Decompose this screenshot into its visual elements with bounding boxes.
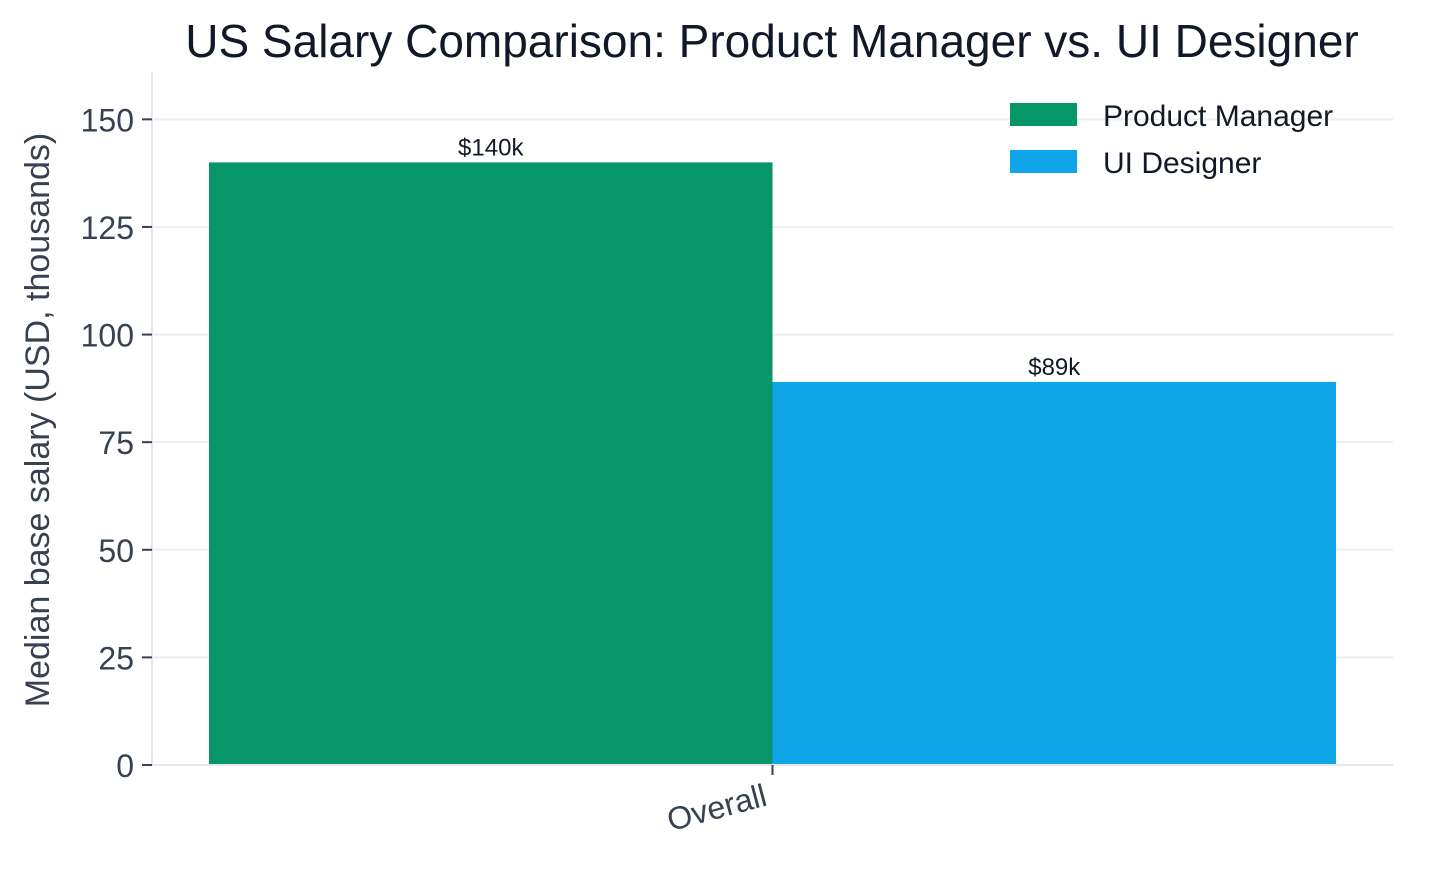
data-label-product-manager: $140k xyxy=(458,134,524,161)
y-axis-ticks: 0 25 50 75 100 125 150 xyxy=(81,102,152,784)
x-axis-ticks: Overall xyxy=(663,765,774,838)
x-tick-label: Overall xyxy=(663,777,770,838)
data-label-ui-designer: $89k xyxy=(1028,354,1081,381)
y-tick-label: 150 xyxy=(81,102,134,138)
legend: Product Manager UI Designer xyxy=(1010,100,1333,180)
y-axis-label: Median base salary (USD, thousands) xyxy=(19,133,57,708)
y-tick-label: 75 xyxy=(98,425,134,461)
legend-label: Product Manager xyxy=(1103,100,1333,133)
y-tick-label: 25 xyxy=(98,640,134,676)
y-tick-label: 50 xyxy=(98,533,134,569)
legend-label: UI Designer xyxy=(1103,147,1261,180)
chart-title: US Salary Comparison: Product Manager vs… xyxy=(185,15,1358,67)
legend-swatch xyxy=(1010,103,1077,126)
y-tick-label: 0 xyxy=(116,748,134,784)
bar-ui-designer xyxy=(772,381,1336,765)
bars xyxy=(209,162,1336,766)
data-labels: $140k $89k xyxy=(458,134,1081,381)
y-tick-label: 125 xyxy=(81,210,134,246)
y-tick-label: 100 xyxy=(81,318,134,354)
bar-product-manager xyxy=(209,162,773,766)
legend-swatch xyxy=(1010,150,1077,173)
